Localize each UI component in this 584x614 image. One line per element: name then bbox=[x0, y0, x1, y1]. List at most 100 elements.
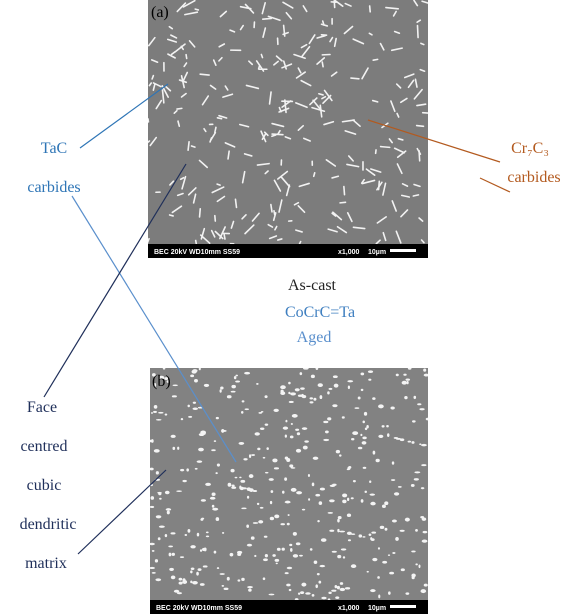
microstructure bbox=[316, 366, 319, 369]
microstructure bbox=[190, 545, 195, 548]
microstructure bbox=[186, 55, 187, 59]
microstructure bbox=[302, 427, 307, 430]
microstructure bbox=[315, 584, 317, 588]
microstructure bbox=[182, 578, 185, 582]
microstructure bbox=[263, 577, 266, 580]
microstructure bbox=[290, 548, 293, 552]
microstructure bbox=[295, 388, 300, 391]
microstructure bbox=[337, 555, 341, 558]
microstructure bbox=[321, 597, 326, 600]
microstructure bbox=[165, 491, 170, 495]
microstructure bbox=[411, 551, 415, 553]
microstructure bbox=[361, 372, 365, 375]
microstructure bbox=[155, 578, 161, 581]
microstructure bbox=[212, 492, 216, 495]
matrix-label: cubic bbox=[27, 477, 62, 494]
magnification: x1,000 bbox=[338, 249, 360, 256]
microstructure bbox=[200, 583, 205, 586]
microstructure bbox=[212, 505, 215, 508]
microstructure bbox=[323, 439, 329, 441]
microstructure bbox=[305, 592, 310, 594]
microstructure bbox=[253, 522, 258, 524]
microstructure bbox=[192, 581, 198, 585]
microstructure bbox=[369, 494, 375, 496]
microstructure bbox=[265, 395, 268, 398]
microstructure bbox=[411, 484, 415, 487]
microstructure bbox=[308, 474, 310, 477]
microstructure bbox=[370, 502, 375, 506]
microstructure bbox=[167, 511, 170, 515]
microstructure bbox=[216, 517, 220, 521]
microstructure bbox=[216, 417, 219, 419]
microstructure bbox=[177, 447, 179, 450]
microstructure bbox=[339, 454, 342, 456]
microstructure bbox=[389, 572, 394, 575]
microstructure bbox=[163, 368, 166, 370]
microstructure bbox=[342, 493, 347, 497]
microstructure bbox=[367, 571, 369, 573]
microstructure bbox=[265, 423, 269, 425]
microstructure bbox=[332, 484, 336, 486]
microstructure bbox=[159, 498, 162, 500]
microstructure bbox=[275, 559, 280, 562]
microstructure bbox=[171, 575, 176, 579]
microstructure bbox=[231, 486, 236, 489]
microstructure bbox=[249, 488, 254, 492]
microstructure bbox=[270, 501, 272, 504]
microstructure bbox=[358, 447, 363, 450]
microstructure bbox=[257, 503, 259, 505]
microstructure bbox=[179, 578, 183, 581]
arrow bbox=[480, 178, 510, 192]
microstructure bbox=[403, 374, 406, 376]
microstructure bbox=[156, 515, 162, 518]
microstructure bbox=[312, 482, 315, 486]
microstructure bbox=[343, 556, 345, 558]
microstructure bbox=[310, 548, 313, 551]
microstructure bbox=[352, 431, 358, 435]
microstructure bbox=[149, 567, 155, 569]
microstructure bbox=[328, 592, 331, 594]
microstructure bbox=[318, 581, 321, 584]
microstructure bbox=[247, 544, 252, 547]
microstructure bbox=[421, 444, 427, 447]
microstructure bbox=[338, 516, 342, 519]
microstructure bbox=[280, 390, 283, 393]
microstructure bbox=[247, 586, 253, 588]
microstructure bbox=[251, 536, 255, 539]
microstructure bbox=[235, 375, 238, 377]
microstructure bbox=[347, 380, 353, 382]
microstructure bbox=[370, 589, 375, 592]
microstructure bbox=[405, 518, 410, 522]
microstructure bbox=[388, 554, 390, 556]
tac-label: carbides bbox=[27, 179, 80, 196]
microstructure bbox=[415, 529, 418, 532]
microstructure bbox=[371, 531, 376, 533]
alloy-label: CoCrC=Ta bbox=[285, 304, 355, 321]
microstructure bbox=[270, 517, 274, 521]
microstructure bbox=[220, 389, 222, 392]
microstructure bbox=[255, 432, 260, 435]
microstructure bbox=[199, 367, 201, 370]
microstructure bbox=[418, 564, 420, 568]
microstructure bbox=[369, 480, 371, 483]
microstructure bbox=[387, 433, 389, 437]
microstructure bbox=[320, 565, 325, 567]
microstructure bbox=[335, 596, 339, 599]
microstructure bbox=[263, 457, 266, 459]
microstructure bbox=[172, 395, 177, 397]
microstructure bbox=[246, 525, 249, 528]
microstructure bbox=[335, 585, 338, 588]
microstructure bbox=[197, 533, 199, 537]
microstructure bbox=[382, 425, 385, 427]
microstructure bbox=[153, 411, 157, 413]
microstructure bbox=[239, 442, 245, 445]
microstructure bbox=[344, 187, 345, 195]
microstructure bbox=[287, 523, 290, 526]
microstructure bbox=[150, 506, 154, 508]
microstructure bbox=[149, 543, 155, 546]
microstructure bbox=[347, 467, 350, 470]
microstructure bbox=[212, 508, 218, 511]
microstructure bbox=[423, 368, 426, 371]
microstructure bbox=[172, 447, 175, 450]
microstructure bbox=[361, 499, 364, 503]
